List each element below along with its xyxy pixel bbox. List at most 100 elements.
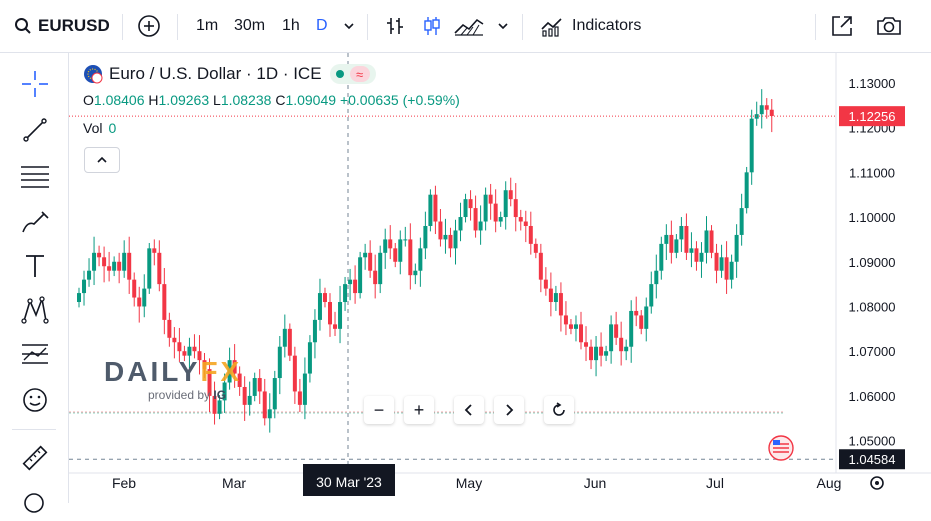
candle — [353, 279, 358, 294]
candle — [734, 234, 739, 262]
pattern-icon — [21, 296, 49, 324]
forecast-tool[interactable] — [18, 337, 52, 371]
cursor-price-box — [839, 449, 905, 470]
candle — [769, 109, 774, 116]
candle — [579, 324, 583, 343]
candle — [764, 105, 769, 110]
pattern-tool[interactable] — [18, 293, 52, 327]
open-value: 1.08406 — [93, 92, 145, 108]
candle — [694, 248, 699, 262]
settings-gear-icon[interactable] — [870, 476, 884, 490]
candle — [167, 319, 172, 338]
text-tool[interactable] — [18, 249, 52, 283]
candle — [132, 279, 137, 298]
scroll-right-button[interactable] — [494, 396, 524, 424]
candle — [177, 342, 182, 352]
zoom-in-button[interactable]: + — [404, 396, 434, 424]
candle — [568, 324, 573, 329]
candle — [418, 248, 423, 271]
price-tick-label: 1.06000 — [849, 389, 896, 404]
zoom-tool[interactable] — [18, 487, 52, 521]
candle — [383, 239, 388, 253]
reset-chart-button[interactable] — [544, 396, 574, 424]
interval-d[interactable]: D — [316, 17, 328, 34]
chart-pane[interactable]: 1.13000 1.12000 1.11000 1.10000 1.09000 1.080… — [69, 53, 931, 503]
candle — [669, 234, 674, 253]
candles-icon — [424, 17, 440, 35]
brush-icon — [22, 211, 49, 233]
external-link-icon — [832, 16, 852, 36]
candle — [247, 395, 252, 405]
horizontal-lines-icon — [21, 166, 49, 188]
fib-tool[interactable] — [18, 159, 52, 193]
area-chart-type-button[interactable] — [453, 0, 485, 52]
chart-type-dropdown[interactable] — [496, 0, 510, 52]
compare-add-button[interactable] — [137, 0, 161, 52]
candle — [162, 284, 167, 320]
candle — [378, 252, 383, 285]
candle — [483, 194, 488, 222]
candle — [503, 190, 508, 218]
candle — [433, 194, 438, 222]
candle — [488, 194, 493, 204]
market-status-badge[interactable]: ≈ — [329, 64, 376, 84]
chevron-down-icon — [344, 23, 354, 30]
candle — [413, 270, 418, 276]
candle — [463, 199, 468, 218]
interval-dropdown[interactable] — [342, 0, 356, 52]
emoji-tool[interactable] — [18, 383, 52, 417]
time-tick-label: Feb — [112, 475, 136, 491]
indicators-button[interactable]: Indicators — [540, 0, 641, 52]
trend-line-tool[interactable] — [18, 113, 52, 147]
candle — [428, 194, 433, 226]
scroll-left-button[interactable] — [454, 396, 484, 424]
indicators-icon — [541, 18, 562, 37]
candle — [563, 315, 568, 325]
bar-chart-type-button[interactable] — [384, 0, 406, 52]
interval-1h[interactable]: 1h — [282, 17, 300, 34]
crosshair-date-label: 30 Mar '23 — [303, 464, 395, 496]
candle — [423, 225, 428, 249]
dailyfx-logo: DAILYFX — [104, 356, 243, 387]
candle — [338, 302, 343, 329]
collapse-legend-button[interactable] — [84, 147, 120, 173]
time-axis[interactable]: Feb Mar May Jun Jul Aug — [112, 475, 842, 491]
us-flag-icon[interactable] — [768, 435, 794, 461]
price-axis[interactable]: 1.130001.120001.110001.100001.090001.080… — [849, 76, 896, 449]
brush-tool[interactable] — [18, 205, 52, 239]
candle — [212, 395, 217, 414]
price-tick-label: 1.10000 — [849, 210, 896, 225]
candle — [403, 239, 408, 241]
candle — [252, 378, 257, 396]
candle — [589, 346, 594, 361]
candles-chart-type-button[interactable] — [421, 0, 443, 52]
snapshot-button[interactable] — [875, 0, 903, 52]
candle — [599, 346, 604, 356]
crosshair-tool[interactable] — [18, 67, 52, 101]
measure-tool[interactable] — [18, 441, 52, 475]
magnifier-icon — [24, 493, 44, 513]
time-tick-label: Mar — [222, 475, 246, 491]
chevron-right-icon — [506, 404, 514, 416]
time-tick-label: Aug — [817, 475, 842, 491]
zoom-out-button[interactable]: − — [364, 396, 394, 424]
candle — [468, 199, 473, 209]
candle — [217, 400, 222, 414]
candle — [699, 252, 704, 262]
candle — [689, 248, 694, 253]
symbol-search[interactable]: EURUSD — [14, 0, 110, 52]
candle — [634, 310, 639, 316]
interval-30m[interactable]: 30m — [234, 17, 266, 34]
fullscreen-button[interactable] — [830, 0, 854, 52]
candle — [82, 279, 87, 294]
interval-1m[interactable]: 1m — [196, 17, 219, 34]
candle — [117, 261, 122, 271]
crosshair-icon — [22, 71, 48, 97]
candle — [87, 270, 92, 280]
candle — [107, 266, 112, 271]
last-price-box — [839, 106, 905, 127]
candle — [453, 230, 458, 249]
close-value: 1.09049 — [285, 92, 337, 108]
time-tick-label: Jul — [706, 475, 724, 491]
price-chart[interactable]: 1.130001.120001.110001.100001.090001.080… — [69, 53, 931, 503]
